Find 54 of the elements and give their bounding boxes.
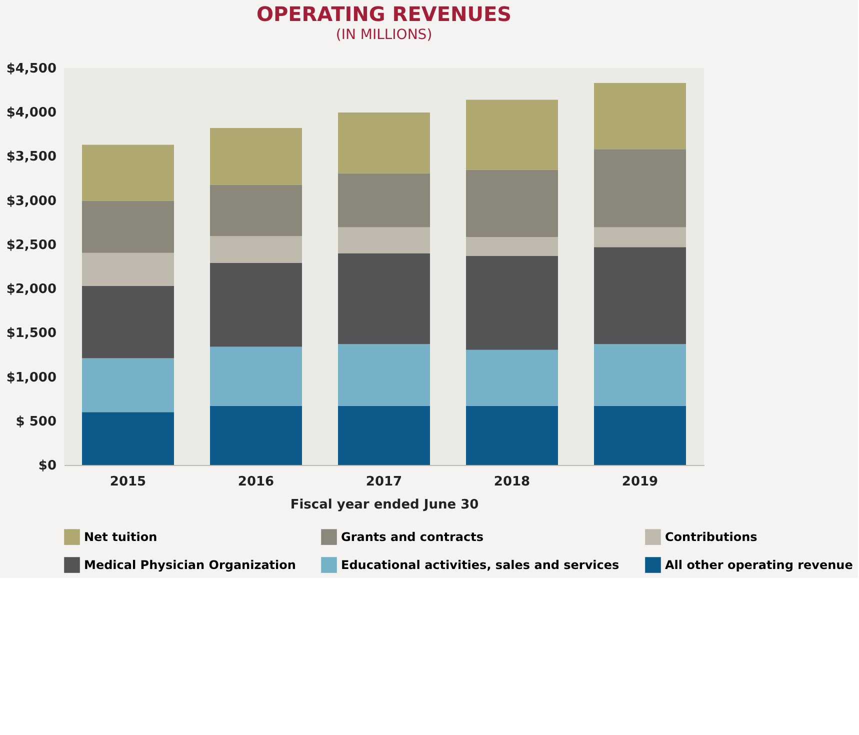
bar	[210, 236, 302, 263]
bar	[594, 227, 686, 248]
y-tick-label: $2,500	[6, 238, 56, 253]
x-axis-title: Fiscal year ended June 30	[290, 498, 479, 512]
y-tick-label: $0	[38, 458, 56, 474]
bar	[82, 252, 174, 286]
bar	[594, 247, 686, 344]
bar	[210, 184, 302, 236]
bar	[594, 406, 686, 465]
y-tick-label: $1,000	[6, 370, 56, 386]
y-tick-label: $1,500	[6, 326, 56, 342]
bar	[466, 256, 558, 350]
y-tick-label: $4,000	[6, 106, 56, 121]
bar	[594, 344, 686, 406]
bar	[210, 406, 302, 465]
legend-label: Medical Physician Organization	[84, 558, 296, 572]
legend-label: All other operating revenue	[665, 558, 853, 572]
bar	[82, 286, 174, 358]
bar	[338, 173, 430, 228]
chart-subtitle: (IN MILLIONS)	[336, 27, 432, 43]
legend-label: Net tuition	[84, 530, 158, 544]
chart-title: OPERATING REVENUES	[256, 2, 512, 26]
bar	[338, 253, 430, 344]
bar	[338, 344, 430, 406]
x-tick-label: 2016	[238, 474, 274, 490]
bar	[338, 112, 430, 174]
bar	[338, 406, 430, 465]
bar	[82, 144, 174, 201]
y-tick-label: $ 500	[16, 414, 56, 430]
bar	[594, 149, 686, 228]
y-tick-label: $3,000	[6, 194, 56, 209]
legend-label: Educational activities, sales and services	[341, 558, 620, 572]
bar	[210, 346, 302, 406]
bar	[466, 236, 558, 256]
bar	[82, 200, 174, 253]
bar	[466, 350, 558, 406]
x-tick-label: 2019	[622, 474, 658, 490]
bar	[338, 227, 430, 254]
x-tick-label: 2017	[366, 474, 402, 490]
y-tick-label: $4,500	[6, 62, 56, 76]
bar	[466, 406, 558, 465]
x-tick-label: 2015	[110, 474, 146, 490]
bar	[594, 83, 686, 150]
legend-label: Grants and contracts	[341, 530, 484, 544]
bar	[82, 412, 174, 465]
bar	[466, 100, 558, 170]
bar	[210, 128, 302, 185]
y-tick-label: $3,500	[6, 150, 56, 165]
bar	[466, 170, 558, 237]
legend-label: Contributions	[665, 530, 758, 544]
bar	[82, 358, 174, 412]
y-tick-label: $2,000	[6, 282, 56, 298]
bar	[210, 262, 302, 347]
x-tick-label: 2018	[494, 474, 530, 490]
